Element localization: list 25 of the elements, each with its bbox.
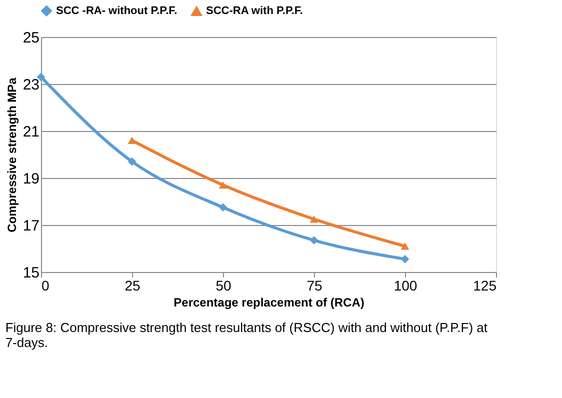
- x-tick-label: 75: [306, 278, 322, 294]
- x-axis-title: Percentage replacement of (RCA): [174, 296, 364, 310]
- x-tick-label: 25: [124, 278, 140, 294]
- caption: Figure 8: Compressive strength test resultants of (RSCC) with and without (P.P.F) at 7-days.: [5, 320, 488, 350]
- y-tick-label: 25: [22, 30, 40, 46]
- point: [310, 216, 318, 223]
- x-tick-label: 50: [216, 278, 232, 294]
- point: [128, 157, 136, 166]
- point: [400, 242, 410, 250]
- point: [310, 236, 318, 244]
- y-tick-label: 21: [22, 124, 40, 140]
- y-tick-label: 15: [22, 264, 40, 282]
- y-tick-label: 19: [22, 170, 40, 188]
- x-tick-label: 125: [473, 278, 497, 294]
- point: [218, 181, 228, 189]
- point: [218, 203, 228, 212]
- point: [400, 254, 410, 264]
- point: [128, 136, 136, 144]
- y-tick-label: 17: [22, 218, 40, 234]
- y-tick-label: 23: [22, 76, 40, 94]
- x-tick-label: 0: [42, 278, 50, 294]
- x-tick-label: 100: [394, 278, 418, 294]
- legend-label: SCC -RA- without P.P.F.: [56, 4, 178, 17]
- legend-label: SCC-RA with P.P.F.: [206, 5, 303, 18]
- y-axis-title: Compressive strength MPa: [4, 77, 19, 232]
